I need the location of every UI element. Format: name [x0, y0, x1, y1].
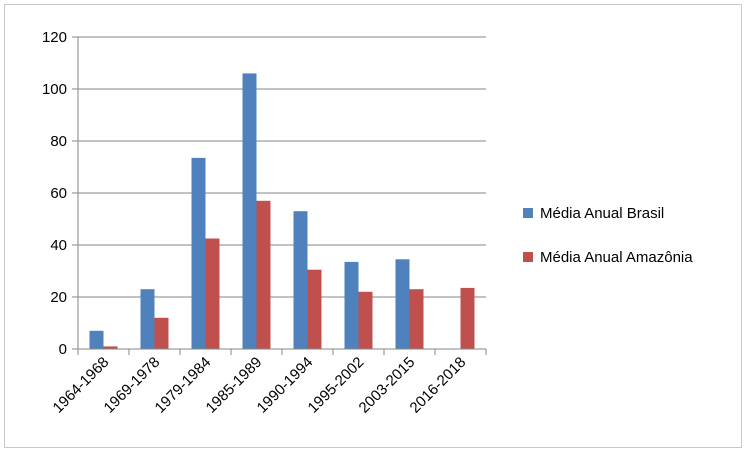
bars — [90, 73, 475, 349]
y-tick-label: 0 — [59, 341, 67, 358]
bar-brasil-2003-2015 — [396, 259, 410, 349]
y-tick-label: 100 — [42, 81, 67, 98]
bar-amazonia-1985-1989 — [257, 201, 271, 349]
axes — [72, 37, 486, 355]
bar-brasil-1995-2002 — [345, 262, 359, 349]
y-tick-label: 60 — [50, 185, 67, 202]
y-tick-label: 120 — [42, 29, 67, 46]
bar-amazonia-2016-2018 — [461, 288, 475, 349]
legend-label: Média Anual Amazônia — [540, 249, 693, 266]
bar-brasil-1964-1968 — [90, 331, 104, 349]
y-tick-label: 20 — [50, 289, 67, 306]
bar-amazonia-1979-1984 — [206, 239, 220, 350]
bar-brasil-1990-1994 — [294, 211, 308, 349]
y-tick-label: 80 — [50, 133, 67, 150]
bar-brasil-1985-1989 — [243, 73, 257, 349]
bar-amazonia-1969-1978 — [155, 318, 169, 349]
x-axis-ticks: 1964-19681969-19781979-19841985-19891990… — [50, 354, 470, 417]
bar-brasil-1969-1978 — [141, 289, 155, 349]
bar-amazonia-1990-1994 — [308, 270, 322, 349]
legend-label: Média Anual Brasil — [540, 205, 664, 222]
legend-swatch — [523, 208, 533, 218]
y-axis-ticks: 0 20 40 60 80 100 120 — [42, 29, 67, 358]
legend-swatch — [523, 252, 533, 262]
legend: Média Anual Brasil Média Anual Amazônia — [523, 205, 693, 266]
gridlines — [78, 37, 486, 297]
x-tick-label: 2016-2018 — [407, 354, 470, 417]
y-tick-label: 40 — [50, 237, 67, 254]
bar-amazonia-1995-2002 — [359, 292, 373, 349]
bar-brasil-1979-1984 — [192, 158, 206, 349]
bar-amazonia-2003-2015 — [410, 289, 424, 349]
